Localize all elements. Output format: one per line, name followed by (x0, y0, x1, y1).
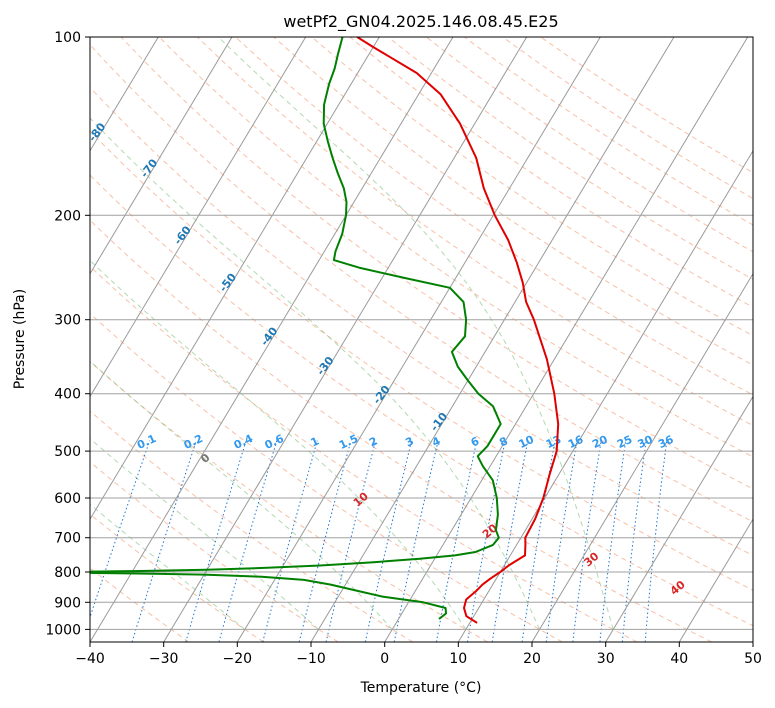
isotherm-line (90, 37, 307, 398)
x-tick-label: 30 (597, 651, 615, 667)
y-tick-label: 300 (54, 313, 81, 329)
x-tick-label: 50 (744, 651, 762, 667)
mixing-ratio-line (298, 440, 352, 642)
mixing-ratio-line (491, 440, 529, 642)
y-axis-ticks: 100 200 300 400 500 600 700 800 900 1000 (45, 30, 90, 638)
dry-adiabat-line (90, 44, 753, 523)
y-tick-label: 1000 (45, 622, 81, 638)
x-axis-title: Temperature (°C) (360, 680, 482, 696)
dry-adiabat-line (90, 513, 264, 642)
dry-adiabat-line (90, 265, 638, 642)
x-tick-label: −30 (149, 651, 179, 667)
grid-lines (90, 37, 753, 642)
dry-adiabat-line (273, 37, 753, 366)
x-tick-label: −40 (75, 651, 105, 667)
moist-adiabat-line (90, 117, 540, 630)
mixing-ratio-line (572, 440, 602, 642)
dry-adiabat-line (426, 37, 753, 253)
y-tick-label: 500 (54, 444, 81, 460)
isotherm-line (90, 37, 454, 642)
mixing-ratio-line (545, 440, 578, 642)
isotherm-line (678, 518, 753, 642)
dry-adiabat-line (235, 37, 753, 396)
dewpoint-profile-line (90, 37, 502, 620)
y-tick-label: 400 (54, 387, 81, 403)
isotherm-line (310, 37, 675, 642)
y-tick-label: 100 (54, 30, 81, 46)
mixing-ratio-line (599, 440, 627, 642)
background-reference-lines (90, 37, 753, 642)
mixing-ratio-label: 20 (590, 433, 610, 451)
isotherm-line (384, 37, 749, 642)
chart-title: wetPf2_GN04.2025.146.08.45.E25 (283, 12, 558, 32)
x-tick-label: −20 (223, 651, 253, 667)
x-tick-label: 10 (449, 651, 467, 667)
mixing-ratio-line (621, 440, 647, 642)
dry-adiabat-line (90, 461, 339, 642)
dry-adiabat-line (90, 312, 563, 642)
y-tick-label: 800 (54, 565, 81, 581)
mixing-ratio-label: 36 (656, 433, 676, 451)
x-tick-label: −10 (296, 651, 326, 667)
moist-adiabat-line (90, 437, 319, 630)
mixing-ratio-line (131, 440, 197, 642)
dry-adiabat-line (540, 37, 753, 174)
temperature-profile-line (356, 37, 560, 624)
moist-adiabat-line (90, 259, 467, 630)
dry-adiabat-line (90, 86, 753, 557)
dry-adiabat-line (90, 219, 712, 642)
isotherm-line (236, 37, 601, 642)
y-tick-label: 200 (54, 208, 81, 224)
y-tick-label: 900 (54, 595, 81, 611)
dry-adiabat-line (158, 37, 753, 458)
mixing-ratio-line (364, 440, 413, 642)
mixing-ratio-line (325, 440, 377, 642)
plot-frame (89, 36, 754, 643)
isotherm-line (605, 395, 753, 642)
y-tick-label: 700 (54, 531, 81, 547)
dry-adiabat-line (502, 37, 753, 200)
x-tick-label: 0 (380, 651, 389, 667)
mixing-ratio-label: 30 (636, 433, 656, 451)
isotherm-line (531, 272, 753, 642)
dry-adiabat-line (349, 37, 753, 308)
mixing-ratio-label: 10 (517, 433, 537, 451)
mixing-ratio-line (644, 440, 668, 642)
dry-adiabat-line (197, 37, 753, 427)
moist-adiabat-line (90, 503, 246, 630)
x-axis-ticks: −40 −30 −20 −10 0 10 20 30 40 50 (75, 642, 762, 667)
isotherm-line (90, 37, 159, 152)
isotherm-line (457, 149, 753, 642)
y-tick-label: 600 (54, 491, 81, 507)
mixing-ratio-label: 16 (566, 433, 586, 451)
mixing-ratio-line (218, 440, 278, 642)
mixing-ratio-line (262, 440, 318, 642)
x-tick-label: 40 (670, 651, 688, 667)
isotherm-line (90, 37, 380, 521)
mixing-ratio-line (185, 440, 247, 642)
moist-adiabat-line (90, 360, 393, 630)
mixing-ratio-label: 25 (615, 433, 634, 451)
dry-adiabat-line (120, 37, 753, 490)
x-tick-label: 20 (523, 651, 541, 667)
profile-series (90, 37, 560, 624)
isotherm-line (90, 37, 233, 275)
dry-adiabat-line (387, 37, 753, 280)
mixing-ratio-line (467, 440, 506, 642)
mixing-ratio-label: 13 (544, 433, 563, 451)
y-axis-title: Pressure (hPa) (12, 289, 28, 389)
dry-adiabat-line (90, 174, 753, 627)
